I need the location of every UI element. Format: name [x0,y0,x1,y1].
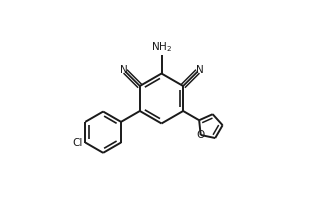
Text: NH$_2$: NH$_2$ [151,40,172,54]
Text: Cl: Cl [73,138,83,148]
Text: N: N [196,65,203,75]
Text: O: O [197,130,205,140]
Text: N: N [120,65,127,75]
